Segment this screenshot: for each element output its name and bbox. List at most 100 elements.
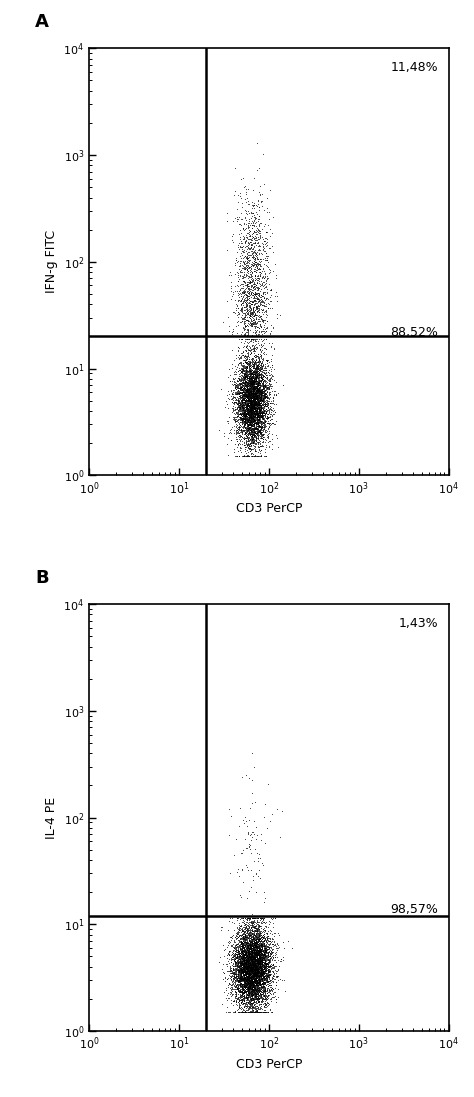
Point [250,416,257,433]
Point [240,984,247,1002]
Point [254,434,262,452]
Point [259,950,266,968]
Point [243,992,250,1009]
Point [243,419,251,437]
Point [242,857,250,874]
Point [263,971,270,988]
Point [241,408,248,426]
Point [249,938,257,955]
Point [248,980,256,997]
Point [257,398,265,416]
Point [237,295,245,313]
Point [243,384,250,402]
Point [263,244,270,261]
Point [255,425,262,442]
Point [239,403,247,420]
Point [249,328,256,346]
Point [241,367,248,385]
Point [237,381,245,398]
Point [258,953,266,971]
Point [258,960,266,977]
Point [243,375,250,393]
Point [253,404,261,421]
Point [237,960,245,977]
Point [269,207,276,225]
Point [251,938,258,955]
Point [237,939,244,957]
Point [247,409,255,427]
Point [246,992,253,1009]
Point [260,402,268,419]
Point [233,407,241,425]
Point [257,336,264,353]
Point [243,359,250,376]
Point [260,392,267,409]
Point [239,385,246,403]
Point [252,989,259,1007]
Point [239,293,246,310]
Point [256,394,264,411]
Point [240,358,248,375]
Point [247,975,255,993]
Point [241,394,248,411]
Point [254,960,262,977]
Point [242,373,249,391]
Point [249,423,257,441]
Point [245,406,253,423]
Point [238,964,246,982]
Point [257,950,265,968]
Point [252,399,259,417]
Point [239,987,246,1005]
Point [243,412,250,430]
Point [252,396,259,414]
Point [240,421,248,439]
Point [255,953,262,971]
Point [249,235,256,252]
Point [252,982,259,999]
Point [255,291,263,308]
Point [246,227,254,245]
Point [228,382,235,399]
Point [247,947,255,964]
Point [259,920,266,938]
Point [237,394,244,411]
Point [237,994,245,1011]
Point [250,377,258,395]
Point [262,969,269,986]
Point [257,385,265,403]
Point [249,396,256,414]
Point [254,941,262,959]
Point [248,974,256,992]
Point [240,398,247,416]
Point [241,961,249,979]
Point [253,963,260,981]
Point [255,407,263,425]
Point [244,426,252,443]
Point [254,952,261,970]
Point [255,991,263,1008]
Point [249,383,257,400]
Point [257,981,264,998]
Point [237,954,244,972]
Point [253,219,261,237]
Point [253,298,260,316]
Point [246,988,254,1006]
Point [246,949,254,966]
Point [261,961,269,979]
Point [255,426,262,443]
Point [249,302,256,319]
Point [249,965,256,983]
Point [257,964,265,982]
Point [257,940,265,958]
Point [263,970,271,987]
Point [257,980,264,997]
Point [243,963,251,981]
Point [241,942,249,960]
Point [248,942,255,960]
Point [241,405,249,422]
Point [250,950,258,968]
Point [251,931,259,949]
Point [247,388,255,406]
Point [266,366,273,384]
Point [236,262,244,280]
